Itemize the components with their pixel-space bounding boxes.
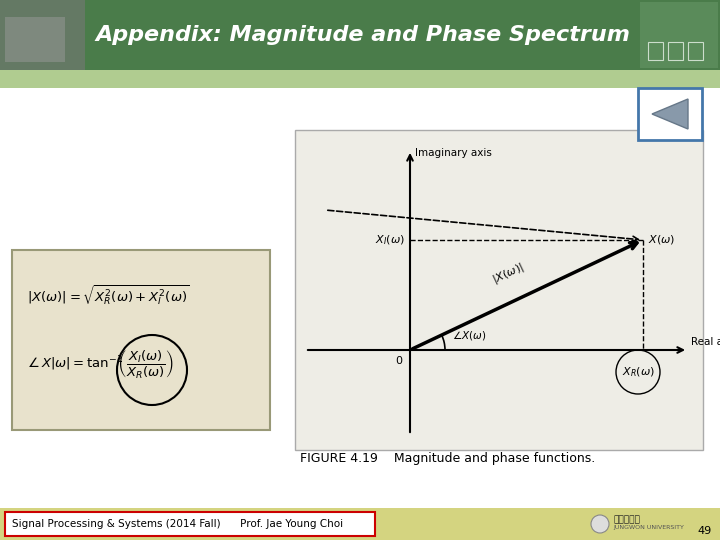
Bar (688, 42, 703, 60)
Text: $\angle\, X|\omega| = \mathrm{tan}^{-1}\!\!\left(\dfrac{X_I(\omega)}{X_R(\omega): $\angle\, X|\omega| = \mathrm{tan}^{-1}\… (27, 349, 174, 381)
Polygon shape (652, 99, 688, 129)
Text: FIGURE 4.19    Magnitude and phase functions.: FIGURE 4.19 Magnitude and phase function… (300, 452, 595, 465)
Text: 0: 0 (395, 356, 402, 366)
Bar (0, 70, 720, 88)
Bar (640, 2, 718, 68)
Text: 중원대학교: 중원대학교 (613, 516, 640, 524)
Text: JUNGWON UNIVERSITY: JUNGWON UNIVERSITY (613, 525, 684, 530)
Text: 49: 49 (698, 526, 712, 536)
Text: $X(\omega)$: $X(\omega)$ (648, 233, 675, 246)
Text: $|X(\omega)|$: $|X(\omega)|$ (490, 260, 527, 287)
Text: $X_R(\omega)$: $X_R(\omega)$ (621, 365, 654, 379)
Bar (590, 510, 710, 537)
Text: Imaginary axis: Imaginary axis (415, 148, 492, 158)
Text: Real axis: Real axis (691, 337, 720, 347)
Bar (668, 42, 683, 60)
Text: $\angle X(\omega)$: $\angle X(\omega)$ (452, 328, 486, 341)
Circle shape (591, 515, 609, 533)
Bar (0, 0, 720, 70)
Bar (638, 88, 702, 140)
Text: $X_I(\omega)$: $X_I(\omega)$ (375, 233, 405, 247)
Text: Signal Processing & Systems (2014 Fall)      Prof. Jae Young Choi: Signal Processing & Systems (2014 Fall) … (12, 519, 343, 529)
Bar (5, 512, 375, 536)
Bar (295, 130, 703, 450)
Bar (648, 42, 663, 60)
Bar (0, 0, 85, 70)
Text: $|X(\omega)| = \sqrt{X_R^2(\omega) + X_I^2(\omega)}$: $|X(\omega)| = \sqrt{X_R^2(\omega) + X_I… (27, 283, 190, 307)
Bar (0, 508, 720, 540)
Bar (12, 250, 270, 430)
Text: Appendix: Magnitude and Phase Spectrum: Appendix: Magnitude and Phase Spectrum (95, 25, 630, 45)
Bar (5, 17, 65, 62)
